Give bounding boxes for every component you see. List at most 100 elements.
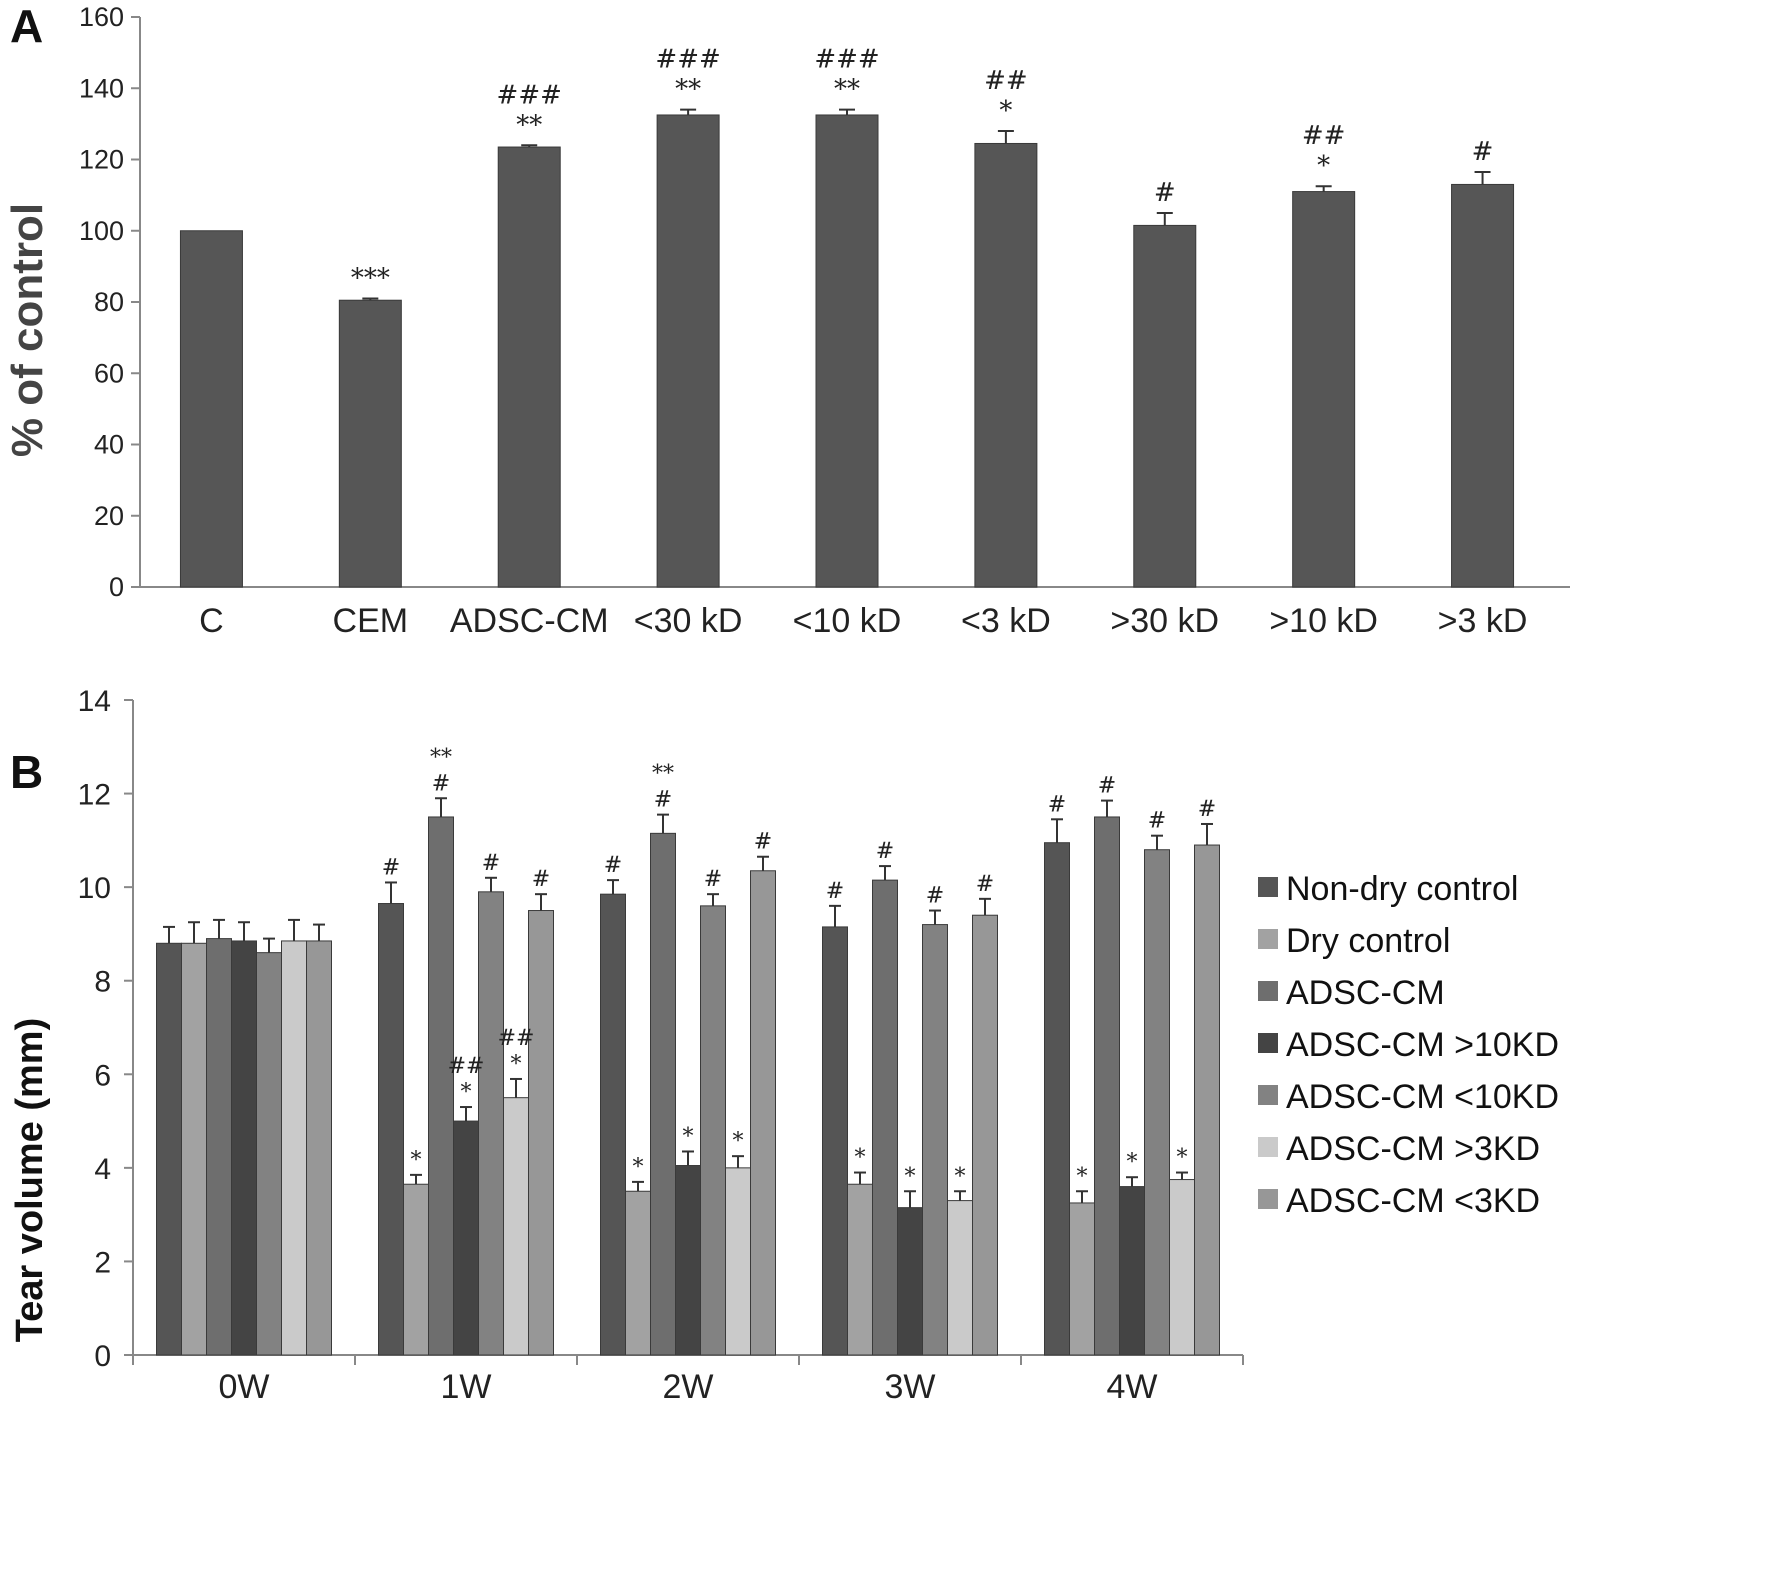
panel-b-significance-mark: * [683,1124,694,1149]
panel-b-letter: B [10,746,43,798]
panel-b-significance-mark: * [1177,1146,1188,1171]
panel-b-significance-mark: # [976,872,994,897]
panel-b-legend-item: ADSC-CM >3KD [1258,1130,1540,1168]
panel-b-bar [1169,1179,1195,1356]
panel-b-significance-mark: # [704,867,722,892]
panel-b-y-tick-label: 2 [94,1246,111,1279]
panel-b-bar [156,942,182,1356]
panel-b-significance-mark: * [733,1129,744,1154]
panel-b-bar [625,1190,651,1356]
panel-b-bar [528,910,554,1356]
panel-b-bar [256,952,282,1356]
panel-a-significance-mark: *** [351,263,390,293]
panel-b-significance-mark: # [482,851,500,876]
panel-b-category-label: 4W [1107,1368,1158,1406]
panel-a-bar [815,114,879,588]
panel-a-significance-mark: # [1472,137,1494,167]
panel-a-bar [1292,191,1356,588]
panel-a-bars [179,108,1515,588]
panel-a-bar [656,114,720,588]
panel-b-legend-item: ADSC-CM [1258,974,1445,1012]
panel-a-y-tick-label: 60 [94,358,124,388]
panel-a-bar [179,230,243,588]
panel-a-significance-mark: ## [1302,121,1346,151]
panel-b-legend-swatch [1258,877,1278,897]
panel-b-legend-label: ADSC-CM [1286,974,1445,1012]
panel-a-significance-mark: ## [984,66,1028,96]
panel-a-significance-mark: ** [516,110,542,140]
panel-b-bar [872,879,898,1356]
panel-b-significance-mark: # [926,884,944,909]
panel-b-bar [1194,844,1220,1356]
panel-a-category-label: C [199,602,224,640]
panel-b-bar [947,1200,973,1356]
panel-b-bar [700,905,726,1356]
panel-a-category-label: >10 kD [1269,602,1378,640]
panel-a-bar [497,146,561,588]
panel-b-legend-swatch [1258,1033,1278,1053]
panel-b-bar [478,891,504,1356]
panel-b-bar [206,938,232,1356]
panel-b-category-label: 2W [663,1368,714,1406]
panel-b-significance-mark: * [955,1164,966,1189]
panel-b-bar [428,816,454,1356]
panel-a-significance-mark: # [1154,178,1176,208]
panel-b-bar [306,940,332,1356]
panel-b-legend-item: ADSC-CM <3KD [1258,1182,1540,1220]
panel-b-significance-mark: * [461,1080,472,1105]
panel-b-significance-mark: # [382,855,400,880]
panel-a-category-label: <10 kD [793,602,902,640]
panel-b-bar [1069,1202,1095,1356]
panel-a-y-tick-label: 0 [109,572,124,602]
panel-a-y-tick-label: 80 [94,287,124,317]
panel-b-significance-mark: * [511,1052,522,1077]
panel-a-significance-mark: ### [814,45,879,75]
panel-b-y-tick-label: 14 [78,685,111,718]
panel-a-y-tick-label: 40 [94,430,124,460]
panel-b-significance-mark: * [1077,1164,1088,1189]
panel-b-bar [847,1183,873,1356]
panel-b-legend: Non-dry control Dry control ADSC-CM ADSC-CM… [1258,870,1559,1220]
panel-a-bar [974,142,1038,588]
panel-b-y-tick-label: 12 [78,779,111,812]
panel-a-significance-mark: ** [675,75,701,105]
panel-b-significance-mark: * [1127,1150,1138,1175]
panel-b-legend-label: ADSC-CM >3KD [1286,1130,1540,1168]
panel-b-legend-label: Dry control [1286,922,1450,960]
panel-b-significance-mark: # [432,771,450,796]
panel-b-category-label: 0W [219,1368,270,1406]
panel-b-legend-swatch [1258,929,1278,949]
panel-b-significance-mark: # [654,788,672,813]
panel-b-bar [1119,1186,1145,1356]
panel-b-bar [822,926,848,1356]
panel-b-bar [650,832,676,1356]
panel-b-legend-swatch [1258,1085,1278,1105]
panel-b-significance-mark: # [1048,792,1066,817]
panel-b-bar [378,903,404,1356]
panel-a-category-label: ADSC-CM [450,602,609,640]
panel-b-bar [922,924,948,1356]
panel-b-bar [600,893,626,1356]
panel-b-significance-mark: # [604,853,622,878]
panel-a-category-label: <30 kD [634,602,743,640]
panel-b-legend-label: ADSC-CM <3KD [1286,1182,1540,1220]
panel-b-significance-mark: ** [430,745,452,770]
panel-a-significance-mark: * [1317,151,1330,181]
panel-b-y-tick-label: 10 [78,872,111,905]
panel-a-category-label: <3 kD [961,602,1051,640]
panel-b-legend-swatch [1258,1189,1278,1209]
panel-b-significance-mark: * [855,1146,866,1171]
panel-b-legend-label: Non-dry control [1286,870,1518,908]
panel-a-significance-mark: * [999,96,1012,126]
panel-a-y-axis-label: % of control [3,203,52,457]
panel-a-category-label: >3 kD [1438,602,1528,640]
panel-b-bar [750,870,776,1356]
panel-b-significance-mark: # [1148,809,1166,834]
panel-b-bar [675,1165,701,1356]
panel-b-legend-item: Dry control [1258,922,1450,960]
panel-a-category-label: >30 kD [1110,602,1219,640]
panel-b-bar [231,940,257,1356]
panel-b-y-tick-label: 8 [94,966,111,999]
